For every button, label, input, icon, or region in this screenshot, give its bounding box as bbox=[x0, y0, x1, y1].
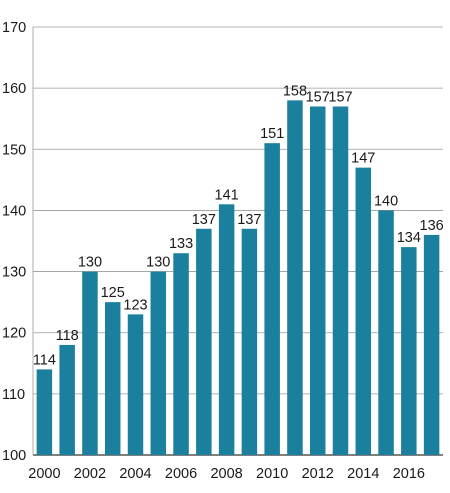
y-tick-label: 170 bbox=[2, 20, 26, 36]
x-tick-label: 2010 bbox=[256, 466, 288, 482]
data-label-2005: 130 bbox=[146, 255, 170, 271]
bar-2006 bbox=[173, 253, 189, 455]
data-label-2006: 133 bbox=[169, 236, 193, 252]
bar-2011 bbox=[287, 100, 303, 455]
data-label-2013: 157 bbox=[328, 89, 352, 105]
bar-2008 bbox=[218, 204, 235, 455]
data-label-2001: 118 bbox=[56, 328, 79, 344]
x-tick-label: 2008 bbox=[210, 466, 242, 482]
y-tick-label: 160 bbox=[2, 81, 26, 97]
y-axis-tick-labels: 100 110 120 130 140 150 160 170 bbox=[2, 20, 26, 464]
data-label-2011: 158 bbox=[283, 83, 307, 99]
x-tick-label: 2012 bbox=[302, 466, 334, 482]
data-label-2015: 140 bbox=[374, 193, 398, 209]
x-tick-label: 2002 bbox=[74, 466, 106, 482]
gridlines bbox=[32, 26, 443, 456]
bar-2001 bbox=[59, 344, 75, 455]
bar-2014 bbox=[355, 167, 372, 455]
bar-2009 bbox=[241, 228, 258, 455]
data-label-2016: 134 bbox=[397, 230, 421, 246]
bar-2010 bbox=[264, 143, 280, 455]
y-tick-label: 140 bbox=[2, 203, 26, 219]
data-label-2004: 123 bbox=[123, 297, 147, 313]
y-tick-label: 110 bbox=[2, 387, 25, 403]
data-label-2014: 147 bbox=[351, 151, 375, 167]
x-tick-label: 2004 bbox=[119, 466, 151, 482]
x-axis-tick-labels: 2000 2002 2004 2006 2008 2010 2012 2014 2016 bbox=[28, 466, 425, 482]
x-tick-label: 2000 bbox=[28, 466, 60, 482]
x-tick-label: 2006 bbox=[165, 466, 197, 482]
bar-2002 bbox=[82, 271, 98, 455]
bar-2015 bbox=[378, 210, 394, 455]
data-label-2012: 157 bbox=[306, 89, 330, 105]
bar-2012 bbox=[309, 106, 326, 455]
bar-2017 bbox=[423, 234, 440, 455]
bar-2007 bbox=[196, 228, 212, 455]
data-labels: 1141181301251231301331371411371511581571… bbox=[33, 83, 444, 368]
bars bbox=[36, 100, 440, 455]
data-label-2017: 136 bbox=[420, 218, 444, 234]
bar-2003 bbox=[104, 302, 121, 455]
data-label-2003: 125 bbox=[101, 285, 125, 301]
y-tick-label: 150 bbox=[2, 142, 26, 158]
data-label-2010: 151 bbox=[260, 126, 284, 142]
y-tick-label: 130 bbox=[2, 265, 26, 281]
bar-2016 bbox=[401, 247, 417, 455]
data-label-2008: 141 bbox=[215, 187, 239, 203]
bar-2004 bbox=[127, 314, 144, 455]
x-tick-label: 2016 bbox=[393, 466, 425, 482]
data-label-2000: 114 bbox=[33, 352, 56, 368]
y-tick-label: 100 bbox=[2, 448, 26, 464]
bar-2000 bbox=[36, 369, 53, 455]
bar-2013 bbox=[332, 106, 349, 455]
y-tick-label: 120 bbox=[2, 326, 26, 342]
data-label-2007: 137 bbox=[192, 212, 216, 228]
x-tick-label: 2014 bbox=[347, 466, 379, 482]
data-label-2009: 137 bbox=[237, 212, 261, 228]
bar-2005 bbox=[150, 271, 167, 455]
data-label-2002: 130 bbox=[78, 255, 102, 271]
